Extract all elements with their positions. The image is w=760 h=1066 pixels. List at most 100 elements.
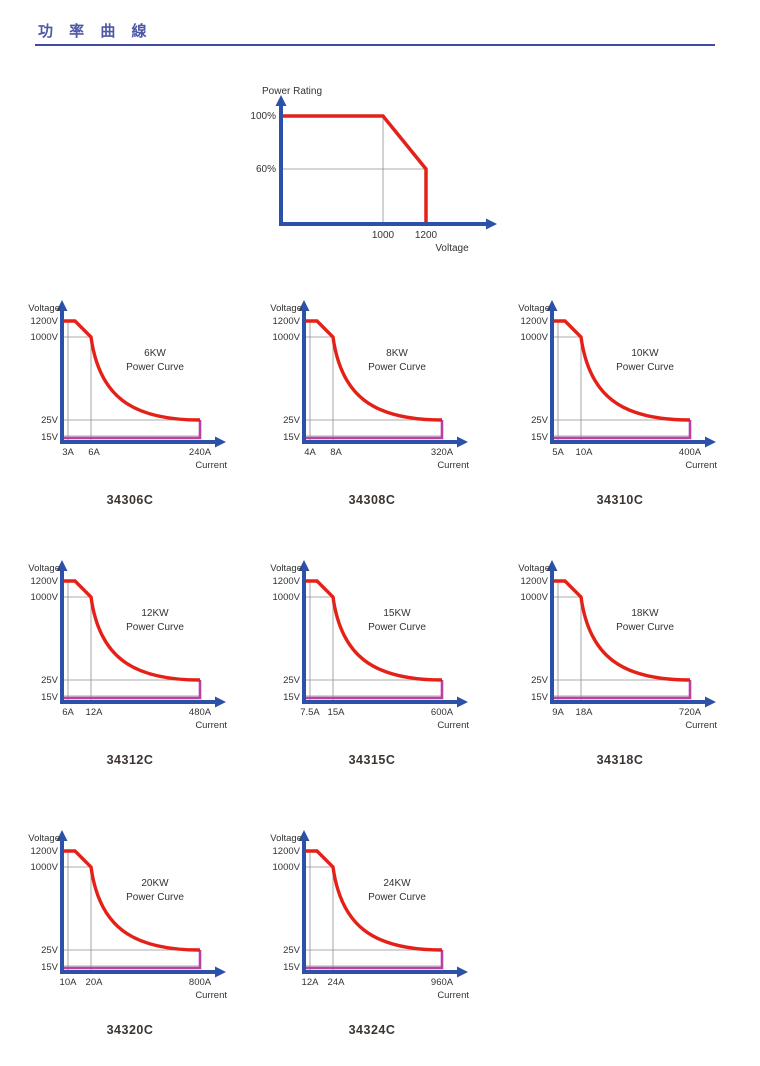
power-rating-overview-chart: Power Rating 100% 60% 1000 1200 Voltage (228, 75, 528, 265)
y-axis-title: Voltage (518, 563, 550, 574)
x-axis-title: Current (195, 460, 227, 471)
min-voltage-line (305, 950, 444, 970)
power-rating-label: 15KW (383, 608, 411, 619)
derating-curve-line (281, 114, 428, 224)
y-tick-25v: 25V (41, 415, 59, 426)
x-axis-arrow-icon (457, 966, 468, 978)
x-tick-i2: 18A (576, 707, 594, 718)
y-tick-25v: 25V (41, 675, 59, 686)
model-number-label: 34320C (106, 1023, 154, 1037)
power-curve-line (304, 319, 443, 422)
min-voltage-line (305, 680, 444, 700)
y-tick-25v: 25V (283, 675, 301, 686)
model-number-label: 34312C (106, 753, 154, 767)
power-curve-label: Power Curve (126, 622, 184, 633)
power-rating-label: 24KW (383, 878, 411, 889)
power-curve-label: Power Curve (368, 622, 426, 633)
x-tick-i2: 12A (86, 707, 104, 718)
x-axis-title: Current (685, 460, 717, 471)
model-number-label: 34324C (348, 1023, 396, 1037)
power-rating-label: 8KW (386, 348, 408, 359)
y-tick-1000v: 1000V (31, 592, 59, 603)
x-tick-i2: 20A (86, 977, 104, 988)
y-tick-15v: 15V (531, 432, 549, 443)
model-number-label: 34315C (348, 753, 396, 767)
x-tick-imax: 720A (679, 707, 702, 718)
x-tick-i2: 6A (88, 447, 100, 458)
y-tick-1000v: 1000V (273, 862, 301, 873)
power-rating-label: 18KW (631, 608, 659, 619)
x-tick-imax: 480A (189, 707, 212, 718)
power-curve-label: Power Curve (616, 622, 674, 633)
x-tick-i1: 9A (552, 707, 564, 718)
y-tick-1200v: 1200V (521, 576, 549, 587)
x-tick-imax: 800A (189, 977, 212, 988)
x-tick-1000: 1000 (372, 230, 395, 241)
y-tick-25v: 25V (531, 675, 549, 686)
x-axis-title: Current (195, 720, 227, 731)
power-curve-chart-34324C: Voltage 1200V 1000V 25V 15V 12A 24A 960A Current… (257, 820, 487, 1037)
y-axis-arrow-icon (298, 300, 310, 311)
y-tick-15v: 15V (41, 962, 59, 973)
power-rating-label: 6KW (144, 348, 166, 359)
y-tick-1000v: 1000V (273, 332, 301, 343)
power-curve-chart-34320C: Voltage 1200V 1000V 25V 15V 10A 20A 800A Current… (15, 820, 245, 1037)
x-tick-1200: 1200 (415, 230, 438, 241)
power-curve-line (62, 319, 201, 422)
y-axis-arrow-icon (56, 300, 68, 311)
y-axis-arrow-icon (275, 95, 287, 106)
y-tick-1200v: 1200V (31, 316, 59, 327)
page-title: 功 率 曲 線 (38, 23, 153, 40)
power-curve-line (304, 849, 443, 952)
x-tick-imax: 320A (431, 447, 454, 458)
power-curve-chart-34310C: Voltage 1200V 1000V 25V 15V 5A 10A 400A Current 1… (505, 290, 735, 507)
model-number-label: 34318C (596, 753, 644, 767)
x-tick-i2: 24A (328, 977, 346, 988)
power-curve-chart-34308C: Voltage 1200V 1000V 25V 15V 4A 8A 320A Current 8K… (257, 290, 487, 507)
x-tick-imax: 240A (189, 447, 212, 458)
y-tick-15v: 15V (531, 692, 549, 703)
y-tick-15v: 15V (283, 692, 301, 703)
y-tick-1000v: 1000V (273, 592, 301, 603)
y-tick-15v: 15V (41, 692, 59, 703)
power-curve-label: Power Curve (368, 892, 426, 903)
power-curve-chart-34315C: Voltage 1200V 1000V 25V 15V 7.5A 15A 600A Curren… (257, 550, 487, 767)
x-tick-imax: 600A (431, 707, 454, 718)
y-tick-25v: 25V (531, 415, 549, 426)
power-rating-label: 20KW (141, 878, 169, 889)
y-axis-title: Voltage (270, 563, 302, 574)
y-tick-15v: 15V (283, 432, 301, 443)
y-tick-1000v: 1000V (521, 332, 549, 343)
power-rating-label: 10KW (631, 348, 659, 359)
x-axis-arrow-icon (486, 218, 497, 230)
x-axis-arrow-icon (215, 436, 226, 448)
min-voltage-line (553, 420, 692, 440)
power-curve-chart-34318C: Voltage 1200V 1000V 25V 15V 9A 18A 720A Current 1… (505, 550, 735, 767)
min-voltage-line (553, 680, 692, 700)
min-voltage-line (63, 420, 202, 440)
y-tick-1200v: 1200V (521, 316, 549, 327)
y-tick-1200v: 1200V (273, 316, 301, 327)
y-axis-title: Voltage (518, 303, 550, 314)
x-tick-i2: 15A (328, 707, 346, 718)
y-axis-title: Voltage (28, 833, 60, 844)
x-axis-title: Current (437, 720, 469, 731)
y-tick-60: 60% (256, 164, 276, 175)
y-axis-title: Power Rating (262, 86, 322, 97)
power-rating-label: 12KW (141, 608, 169, 619)
x-axis-arrow-icon (457, 436, 468, 448)
y-axis-arrow-icon (298, 830, 310, 841)
x-axis-title: Current (195, 990, 227, 1001)
y-tick-1200v: 1200V (273, 576, 301, 587)
power-curve-label: Power Curve (368, 362, 426, 373)
y-tick-15v: 15V (41, 432, 59, 443)
y-axis-title: Voltage (28, 303, 60, 314)
y-tick-1200v: 1200V (273, 846, 301, 857)
x-axis-arrow-icon (705, 436, 716, 448)
model-number-label: 34306C (106, 493, 154, 507)
x-axis-arrow-icon (215, 696, 226, 708)
